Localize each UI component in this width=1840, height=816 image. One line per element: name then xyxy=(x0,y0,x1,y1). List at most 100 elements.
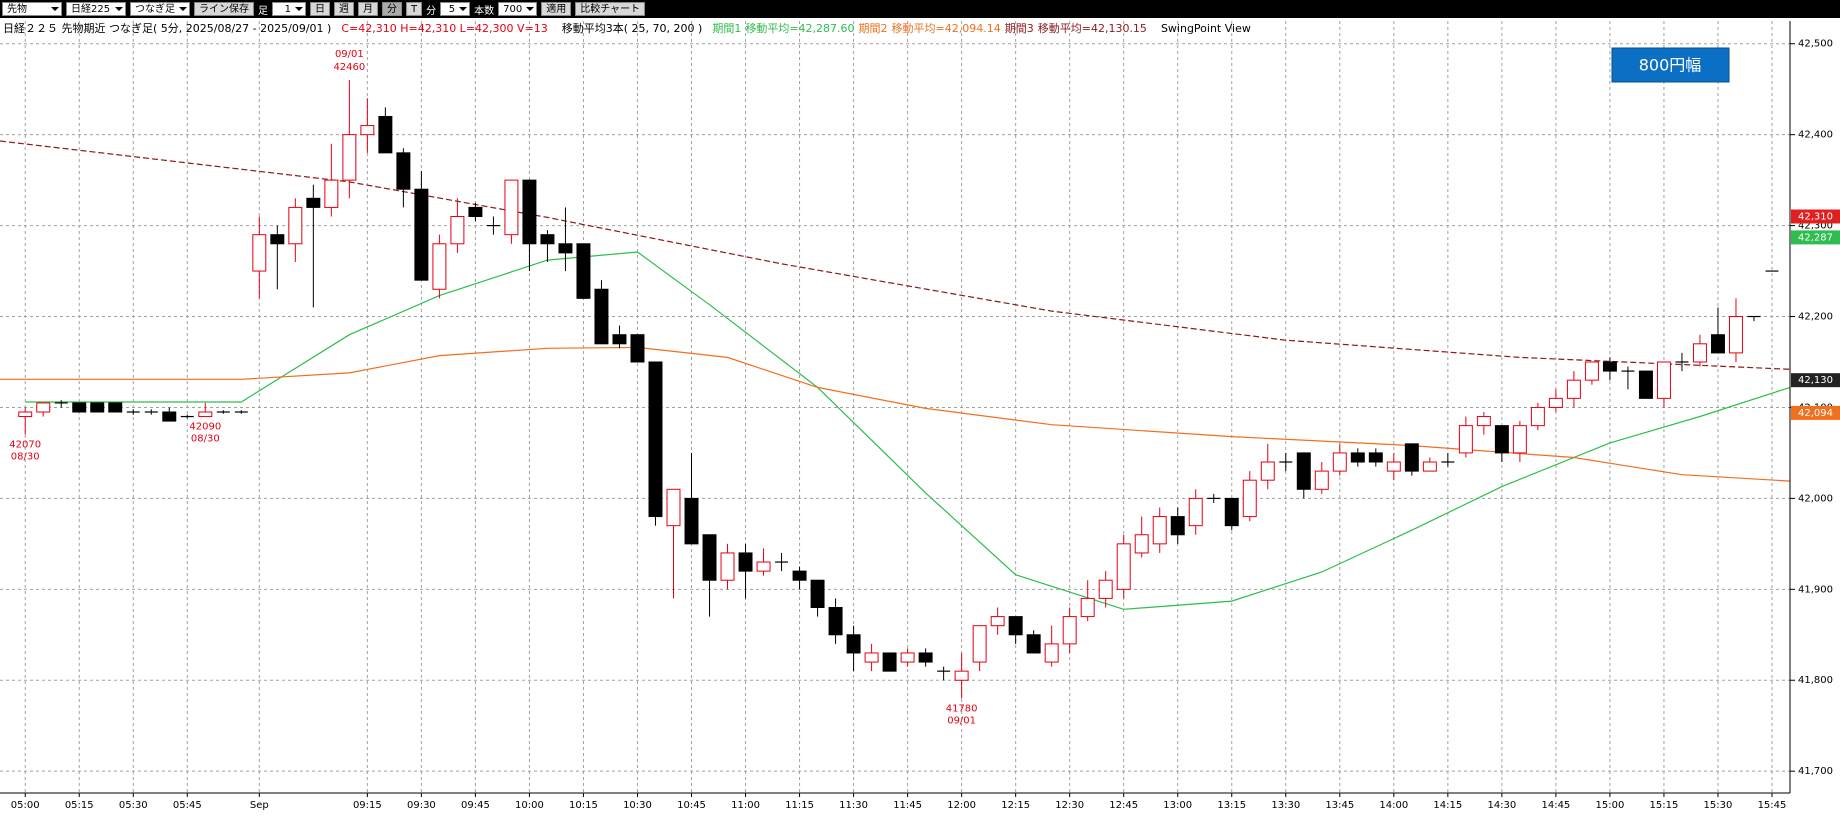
label: 本数 xyxy=(474,5,495,17)
candle-body xyxy=(1134,534,1149,554)
candle-body xyxy=(306,197,321,208)
period-button[interactable]: 月 xyxy=(358,2,378,16)
swing-label: 08/30 xyxy=(11,452,40,463)
dropdown[interactable]: 700 xyxy=(498,2,538,16)
label: 分 xyxy=(426,5,437,17)
compare-button[interactable]: 比較チャート xyxy=(575,2,646,16)
dropdown[interactable]: 日経225 xyxy=(66,2,126,16)
x-tick-label: 15:30 xyxy=(1704,800,1733,811)
moving-average xyxy=(0,140,1791,370)
candle-body xyxy=(1566,379,1581,399)
period-button[interactable]: T xyxy=(406,2,423,16)
x-tick-label: 05:00 xyxy=(11,800,40,811)
candle-body xyxy=(1512,425,1527,454)
candle-body xyxy=(1494,425,1509,454)
x-tick-label: 09:15 xyxy=(353,800,382,811)
y-tick-label: 42,400 xyxy=(1798,130,1833,141)
candle-body xyxy=(1350,452,1365,463)
dropdown[interactable]: 5 xyxy=(440,2,471,16)
candle-body xyxy=(1296,452,1311,490)
instrument: 日経２２５ 先物期近 つなぎ足( 5分, 2025/08/27 - 2025/0… xyxy=(3,21,331,35)
x-tick-label: 12:45 xyxy=(1109,800,1138,811)
candle-body xyxy=(396,152,411,190)
candle-body xyxy=(1692,343,1707,363)
candle-body xyxy=(990,616,1005,627)
x-tick-label: 12:30 xyxy=(1055,800,1084,811)
toolbar: 先物 日経225 つなぎ足 ライン保存 足 1 日 週 月 分 T 分 5 本数… xyxy=(0,0,1840,18)
candle-body xyxy=(1584,361,1599,381)
candle-body xyxy=(324,179,339,208)
dropdown[interactable]: 1 xyxy=(272,2,306,16)
candle-body xyxy=(432,243,447,290)
period-button[interactable]: 日 xyxy=(310,2,330,16)
candle-body xyxy=(1548,397,1563,408)
ma-title: 移動平均3本( 25, 70, 200 ) xyxy=(562,21,703,35)
legend-label: 移動平均=42,287.60 xyxy=(745,21,854,35)
candle-body xyxy=(1044,643,1059,663)
swing-label: 42090 xyxy=(189,422,221,433)
swing-label: 41780 xyxy=(946,703,978,714)
candle-body xyxy=(900,652,915,663)
candle-body xyxy=(504,179,519,236)
candle-body xyxy=(198,411,213,418)
candle-body xyxy=(630,334,645,363)
x-tick-label: 13:00 xyxy=(1163,800,1192,811)
candle-body xyxy=(1188,497,1203,527)
candle-body xyxy=(594,288,609,345)
x-tick-label: 10:45 xyxy=(677,800,706,811)
y-tick-label: 42,500 xyxy=(1798,39,1833,50)
x-tick-label: 12:15 xyxy=(1001,800,1030,811)
y-tick-label: 41,800 xyxy=(1798,675,1833,686)
candle-body xyxy=(1404,443,1419,472)
x-tick-label: 10:30 xyxy=(623,800,652,811)
legend-name: 期間2 xyxy=(859,22,888,35)
price-tag xyxy=(1791,405,1840,420)
candle-body xyxy=(1476,416,1491,427)
y-tick-label: 42,000 xyxy=(1798,493,1833,504)
badge-box xyxy=(1611,47,1730,83)
dropdown[interactable]: つなぎ足 xyxy=(130,2,190,16)
price-tag xyxy=(1791,209,1840,224)
candle-body xyxy=(414,188,429,281)
period-button[interactable]: 分 xyxy=(382,2,402,16)
x-tick-label: 05:45 xyxy=(173,800,202,811)
candle-body xyxy=(684,497,699,545)
candle-body xyxy=(1260,461,1275,481)
candle-body xyxy=(756,561,771,572)
apply-button[interactable]: 適用 xyxy=(541,2,572,16)
candle-body xyxy=(378,115,393,154)
candle-body xyxy=(1728,316,1743,354)
candle-body xyxy=(342,134,357,181)
candle-body xyxy=(1224,497,1239,527)
price-tag-label: 42,287 xyxy=(1798,232,1833,243)
x-tick-label: 09:45 xyxy=(461,800,490,811)
candle-body xyxy=(18,411,33,418)
candle-body xyxy=(450,216,465,245)
swing-label: 09/01 xyxy=(947,715,976,726)
save-button[interactable]: ライン保存 xyxy=(194,2,254,16)
candle-body xyxy=(738,552,753,572)
candle-body xyxy=(666,488,681,527)
candle-body xyxy=(522,179,537,245)
candle-body xyxy=(1368,452,1383,463)
candle-body xyxy=(1152,516,1167,545)
candle-body xyxy=(648,361,663,518)
x-tick-label: 05:30 xyxy=(119,800,148,811)
candle-body xyxy=(1062,616,1077,645)
candle-body xyxy=(1530,406,1545,427)
price-tag xyxy=(1791,230,1840,245)
candle-body xyxy=(468,206,483,218)
period-button[interactable]: 週 xyxy=(334,2,354,16)
candle-body xyxy=(540,234,555,245)
ohlcv: C=42,310 H=42,310 L=42,300 V=13 xyxy=(341,22,547,35)
x-tick-label: 14:15 xyxy=(1433,800,1462,811)
candle-body xyxy=(954,670,969,681)
candle-body xyxy=(1656,361,1671,399)
dropdown[interactable]: 先物 xyxy=(2,2,62,16)
candle-body xyxy=(270,234,285,245)
y-tick-label: 41,700 xyxy=(1798,766,1833,777)
candle-body xyxy=(846,634,861,654)
candle-body xyxy=(1458,425,1473,454)
